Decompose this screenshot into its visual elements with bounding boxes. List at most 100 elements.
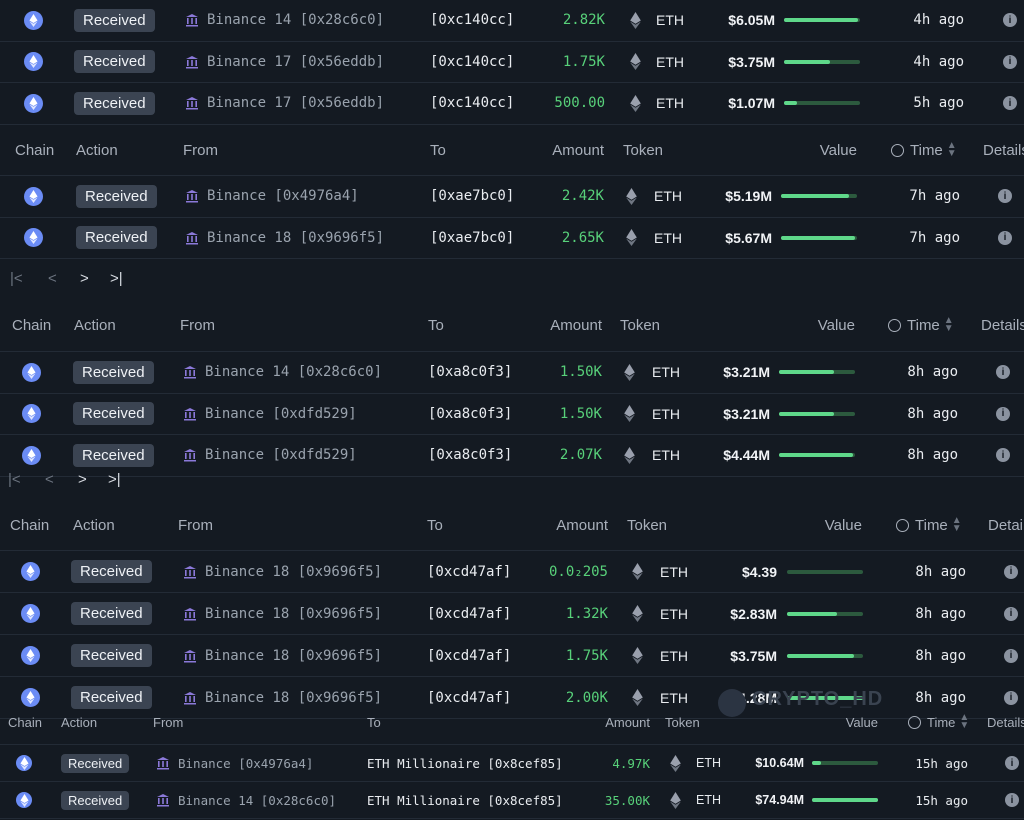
last-page-button[interactable]: >| [108,471,121,488]
details-cell[interactable]: i [1004,677,1018,718]
from-address[interactable]: Binance [0x4976a4] [178,755,314,771]
details-cell[interactable]: i [1003,83,1017,124]
chain-cell [24,42,43,83]
to-address[interactable]: [0xa8c0f3] [428,364,513,381]
table-row[interactable]: Received Binance 18 [0x9696f5] [0xae7bc0… [0,218,1024,259]
table-row[interactable]: Received Binance [0xdfd529] [0xa8c0f3] 1… [0,394,1024,435]
info-icon[interactable]: i [1004,690,1018,705]
info-icon[interactable]: i [998,189,1012,204]
value-bar [784,83,860,124]
to-address[interactable]: [0xcd47af] [427,563,512,580]
from-address[interactable]: Binance 17 [0x56eddb] [207,53,385,70]
first-page-button[interactable]: |< [8,471,21,488]
details-cell[interactable]: i [1005,782,1019,818]
usd-value: $4.44M [723,447,770,464]
from-address[interactable]: Binance 14 [0x28c6c0] [205,364,383,381]
value-bar-fill [787,695,863,700]
from-address[interactable]: Binance 18 [0x9696f5] [205,605,383,622]
header-time-sort[interactable]: Time ▲ ▼ [888,299,954,351]
header-time-sort[interactable]: Time ▲ ▼ [908,700,969,744]
watermark: CRYPTO_HD [752,688,884,710]
to-address[interactable]: [0xc140cc] [430,53,515,70]
table-row[interactable]: Received Binance [0x4976a4] ETH Milliona… [0,745,1024,782]
prev-page-button[interactable]: < [48,270,57,287]
value-bar-fill [812,798,878,802]
info-icon[interactable]: i [1005,756,1019,770]
header-details: Details [981,316,1024,334]
details-cell[interactable]: i [998,176,1012,217]
info-icon[interactable]: i [1003,54,1017,69]
table-row[interactable]: Received Binance 17 [0x56eddb] [0xc140cc… [0,83,1024,125]
table-row[interactable]: Received Binance 14 [0x28c6c0] ETH Milli… [0,782,1024,819]
next-page-button[interactable]: > [78,471,87,488]
from-address[interactable]: Binance 14 [0x28c6c0] [178,792,337,808]
prev-page-button[interactable]: < [45,471,54,488]
info-icon[interactable]: i [998,230,1012,245]
header-from: From [178,516,213,534]
details-cell[interactable]: i [996,394,1010,435]
table-row[interactable]: Received Binance 17 [0x56eddb] [0xc140cc… [0,42,1024,83]
to-address[interactable]: [0xae7bc0] [430,188,515,205]
from-address[interactable]: Binance 18 [0x9696f5] [205,563,383,580]
to-address[interactable]: [0xa8c0f3] [428,447,513,464]
value-bar-fill [781,194,850,199]
info-icon[interactable]: i [1004,606,1018,621]
table-row[interactable]: Received Binance 14 [0x28c6c0] [0xc140cc… [0,0,1024,42]
next-page-button[interactable]: > [80,270,89,287]
table-row[interactable]: Received Binance [0x4976a4] [0xae7bc0] 2… [0,176,1024,218]
info-icon[interactable]: i [996,406,1010,421]
to-address[interactable]: [0xcd47af] [427,689,512,706]
details-cell[interactable]: i [1005,745,1019,781]
to-address[interactable]: [0xcd47af] [427,605,512,622]
last-page-button[interactable]: >| [110,270,123,287]
to-address[interactable]: ETH Millionaire [0x8cef85] [367,792,563,808]
table-row[interactable]: Received Binance 18 [0x9696f5] [0xcd47af… [0,635,1024,677]
from-cell: Binance 18 [0x9696f5] [183,677,382,718]
header-amount: Amount [556,516,608,534]
details-cell[interactable]: i [1004,635,1018,676]
action-badge: Received [73,360,154,384]
details-cell[interactable]: i [1004,593,1018,634]
to-address[interactable]: [0xae7bc0] [430,229,515,246]
info-icon[interactable]: i [996,448,1010,463]
from-address[interactable]: Binance 14 [0x28c6c0] [207,12,385,29]
details-cell[interactable]: i [996,435,1010,476]
table-row[interactable]: Received Binance 14 [0x28c6c0] [0xa8c0f3… [0,352,1024,394]
from-address[interactable]: Binance [0x4976a4] [207,188,359,205]
header-to: To [430,141,446,159]
pagination: |< < > >| [0,458,1024,500]
details-cell[interactable]: i [1003,42,1017,83]
from-address[interactable]: Binance 18 [0x9696f5] [207,229,385,246]
value-bar [787,635,863,676]
info-icon[interactable]: i [1004,648,1018,663]
to-address[interactable]: ETH Millionaire [0x8cef85] [367,755,563,771]
to-address[interactable]: [0xc140cc] [430,12,515,29]
header-time-sort[interactable]: Time ▲ ▼ [896,500,962,550]
header-time-sort[interactable]: Time ▲ ▼ [891,125,957,175]
from-address[interactable]: Binance 18 [0x9696f5] [205,689,383,706]
to-address[interactable]: [0xa8c0f3] [428,405,513,422]
table-row[interactable]: Received Binance 18 [0x9696f5] [0xcd47af… [0,593,1024,635]
from-address[interactable]: Binance [0xdfd529] [205,405,357,422]
info-icon[interactable]: i [1004,564,1018,579]
info-icon[interactable]: i [1003,13,1017,28]
details-cell[interactable]: i [996,352,1010,393]
to-address[interactable]: [0xc140cc] [430,95,515,112]
details-cell[interactable]: i [1004,551,1018,592]
from-address[interactable]: Binance [0xdfd529] [205,447,357,464]
header-chain: Chain [10,516,50,534]
details-cell[interactable]: i [1003,0,1017,41]
table-row[interactable]: Received Binance 18 [0x9696f5] [0xcd47af… [0,551,1024,593]
info-icon[interactable]: i [1003,96,1017,111]
from-address[interactable]: Binance 17 [0x56eddb] [207,95,385,112]
info-icon[interactable]: i [1005,793,1019,807]
info-icon[interactable]: i [996,365,1010,380]
eth-token-icon [630,94,641,112]
table-row[interactable]: Received Binance [0xdfd529] [0xa8c0f3] 2… [0,435,1024,477]
value-bar-fill [784,18,859,23]
first-page-button[interactable]: |< [10,270,23,287]
to-address[interactable]: [0xcd47af] [427,647,512,664]
value-bar-fill [784,59,830,64]
from-address[interactable]: Binance 18 [0x9696f5] [205,647,383,664]
details-cell[interactable]: i [998,218,1012,259]
